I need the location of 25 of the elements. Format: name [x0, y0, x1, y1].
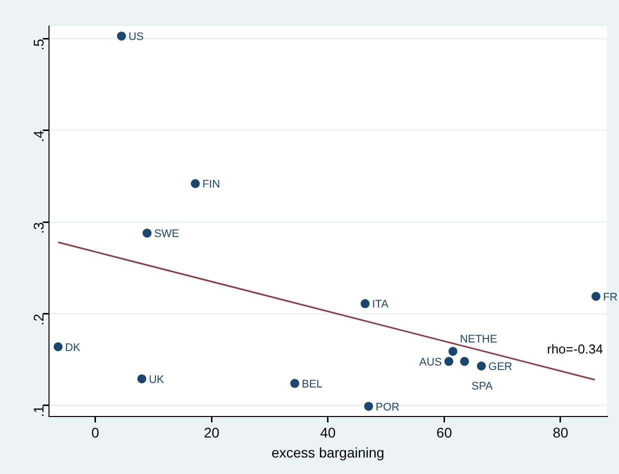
y-tick-label: .1 [30, 405, 47, 418]
annotation: US [128, 31, 144, 44]
annotation: DK [65, 342, 82, 354]
y-tick-label: .2 [30, 314, 47, 326]
annotation: NETHE [460, 333, 498, 346]
annotation: rho=-0.34 [546, 342, 603, 357]
annotation: BEL [302, 378, 323, 390]
annotation: SPA [472, 380, 494, 392]
annotation: FR [602, 291, 618, 304]
annotation: ITA [372, 298, 390, 311]
annotation: UK [148, 374, 165, 386]
x-tick-label: 40 [320, 424, 336, 441]
x-axis-title: excess bargaining [271, 444, 384, 460]
annotation: SWE [154, 228, 180, 240]
x-tick-label: 80 [552, 424, 568, 441]
annotation: FIN [202, 178, 220, 191]
x-tick-label: 20 [204, 424, 220, 441]
x-tick-label: 0 [91, 424, 100, 441]
annotation: GER [488, 361, 512, 374]
y-tick-label: .3 [30, 222, 47, 234]
annotation: AUS [419, 356, 442, 368]
x-tick-label: 60 [436, 424, 452, 441]
y-tick-label: .5 [30, 38, 47, 51]
annotation: POR [376, 401, 400, 414]
y-tick-label: .4 [30, 130, 47, 142]
